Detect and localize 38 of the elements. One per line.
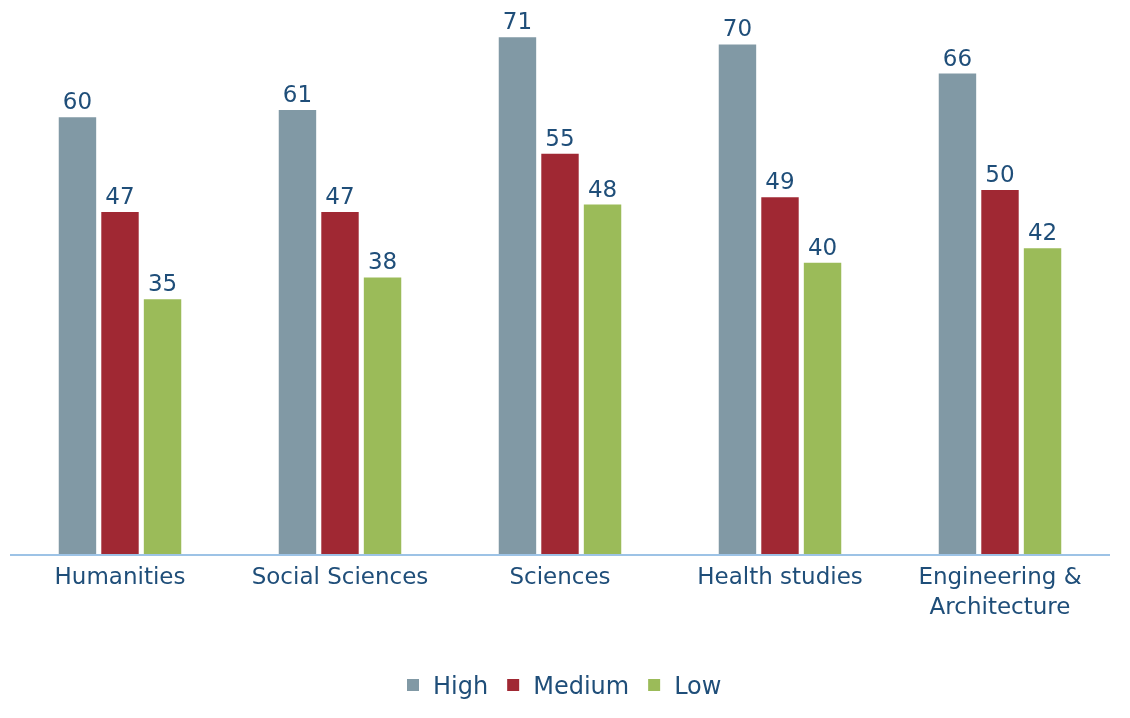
bar <box>143 299 182 554</box>
data-label: 60 <box>62 88 93 115</box>
data-label: 50 <box>985 161 1015 188</box>
bar <box>541 153 579 554</box>
bar <box>938 73 977 554</box>
bar <box>583 204 622 554</box>
data-label: 35 <box>147 270 178 297</box>
data-label: 71 <box>502 8 533 35</box>
data-label: 55 <box>545 124 575 151</box>
bar <box>278 109 317 554</box>
data-label: 47 <box>325 182 355 209</box>
x-tick-label: Social Sciences <box>251 562 429 589</box>
bar <box>58 117 97 554</box>
x-tick-label: Health studies <box>697 562 863 589</box>
legend-label: Medium <box>533 672 630 701</box>
legend-label: High <box>433 672 489 701</box>
bar <box>321 211 359 554</box>
bar <box>803 262 842 554</box>
data-label: 47 <box>105 182 135 209</box>
x-tick-label: Engineering & Architecture <box>918 562 1082 619</box>
data-label: 48 <box>587 175 618 202</box>
bar <box>1023 248 1062 554</box>
x-tick-label: Humanities <box>54 562 186 589</box>
x-tick-label: Sciences <box>509 562 611 589</box>
data-label: 66 <box>942 44 973 71</box>
data-label: 40 <box>807 233 838 260</box>
data-label: 61 <box>282 80 313 107</box>
data-label: 49 <box>765 168 795 195</box>
bar <box>761 197 799 554</box>
bar <box>718 44 757 554</box>
data-label: 42 <box>1027 219 1058 246</box>
data-label: 70 <box>722 15 753 42</box>
bar <box>981 190 1019 554</box>
bar <box>101 211 139 554</box>
bar <box>498 37 537 554</box>
bar <box>363 277 402 554</box>
legend-label: Low <box>674 672 722 701</box>
data-label: 38 <box>367 248 398 275</box>
